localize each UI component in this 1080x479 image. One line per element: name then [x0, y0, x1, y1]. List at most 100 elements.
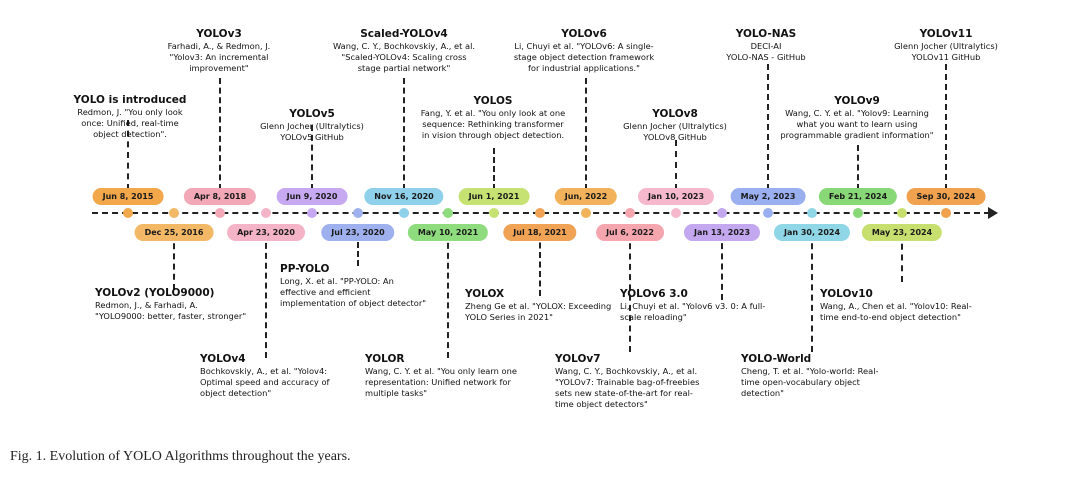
- event-reference: Wang, A., Chen et al. "Yolov10: Real- ti…: [820, 301, 972, 322]
- event-connector: [173, 233, 175, 290]
- event-connector: [265, 233, 267, 358]
- event-title: YOLOv5: [289, 108, 335, 120]
- event-dot: [853, 208, 863, 218]
- date-pill: Sep 30, 2024: [906, 188, 986, 205]
- event-annotation: Scaled-YOLOv4 Wang, C. Y., Bochkovskiy, A…: [333, 27, 475, 74]
- event-dot: [581, 208, 591, 218]
- event-connector: [675, 140, 677, 190]
- date-pill: Nov 16, 2020: [364, 188, 444, 205]
- date-pill: May 2, 2023: [730, 188, 806, 205]
- event-dot: [489, 208, 499, 218]
- event-annotation: YOLOv11 Glenn Jocher (Ultralytics) YOLOv1…: [894, 27, 998, 63]
- event-reference: Glenn Jocher (Ultralytics) YOLOv8 GitHub: [623, 121, 727, 142]
- date-pill: Apr 23, 2020: [227, 224, 305, 241]
- event-annotation: YOLOR Wang, C. Y. et al. "You only learn …: [365, 352, 517, 399]
- event-title: YOLOv6 3.0: [620, 288, 688, 300]
- date-pill: Jan 13, 2023: [683, 224, 761, 241]
- event-dot: [897, 208, 907, 218]
- date-pill: Jan 30, 2024: [773, 224, 851, 241]
- event-annotation: YOLOv10 Wang, A., Chen et al. "Yolov10: R…: [820, 287, 972, 323]
- event-connector: [857, 145, 859, 190]
- event-reference: Glenn Jocher (Ultralytics) YOLOv11 GitHu…: [894, 41, 998, 62]
- event-reference: Wang, C. Y., Bochkovskiy, A., et al. "YO…: [555, 366, 700, 409]
- event-title: YOLOv6: [561, 28, 607, 40]
- date-pill: Jul 6, 2022: [596, 224, 664, 241]
- event-dot: [169, 208, 179, 218]
- event-title: YOLOv10: [820, 288, 873, 300]
- date-pill: Jun 9, 2020: [276, 188, 348, 205]
- event-dot: [307, 208, 317, 218]
- event-annotation: PP-YOLO Long, X. et al. "PP-YOLO: An effe…: [280, 262, 426, 309]
- event-reference: DECI-AI YOLO-NAS - GitHub: [726, 41, 806, 62]
- event-reference: Redmon, J., & Farhadi, A. "YOLO9000: bet…: [95, 300, 247, 321]
- event-connector: [311, 125, 313, 190]
- event-dot: [941, 208, 951, 218]
- event-dot: [535, 208, 545, 218]
- event-annotation: YOLOv2 (YOLO9000) Redmon, J., & Farhadi, …: [95, 286, 246, 322]
- event-annotation: YOLOv5 Glenn Jocher (Ultralytics) YOLOv5 …: [260, 107, 364, 143]
- event-annotation: YOLO-NAS DECI-AI YOLO-NAS - GitHub: [726, 27, 805, 63]
- event-connector: [585, 78, 587, 190]
- event-annotation: YOLOv9 Wang, C. Y. et al. "Yolov9: Learni…: [780, 94, 933, 141]
- date-pill: Jul 18, 2021: [503, 224, 577, 241]
- event-annotation: YOLOv6 3.0 Li, Chuyi et al. "Yolov6 v3. 0…: [620, 287, 765, 323]
- event-title: YOLOv2 (YOLO9000): [95, 287, 215, 299]
- event-annotation: YOLOv8 Glenn Jocher (Ultralytics) YOLOv8 …: [623, 107, 727, 143]
- event-annotation: YOLOv6 Li, Chuyi et al. "YOLOv6: A single…: [514, 27, 654, 74]
- date-pill: Feb 21, 2024: [818, 188, 898, 205]
- event-title: YOLOv9: [834, 95, 880, 107]
- event-reference: Cheng, T. et al. "Yolo-world: Real- time…: [741, 366, 879, 398]
- date-pill: Jun 8, 2015: [92, 188, 164, 205]
- event-title: YOLO is introduced: [73, 94, 187, 106]
- event-connector: [901, 233, 903, 282]
- event-dot: [261, 208, 271, 218]
- event-connector: [493, 148, 495, 190]
- date-pill: Jul 23, 2020: [321, 224, 395, 241]
- event-title: PP-YOLO: [280, 263, 330, 275]
- date-pill: Apr 8, 2018: [183, 188, 257, 205]
- event-title: YOLO-NAS: [735, 28, 797, 40]
- event-annotation: YOLO-World Cheng, T. et al. "Yolo-world: …: [741, 352, 879, 399]
- event-reference: Farhadi, A., & Redmon, J. "Yolov3: An in…: [167, 41, 271, 73]
- event-dot: [215, 208, 225, 218]
- event-reference: Redmon, J. "You only look once: Unified,…: [77, 107, 183, 139]
- event-annotation: YOLOv7 Wang, C. Y., Bochkovskiy, A., et a…: [555, 352, 699, 410]
- event-connector: [447, 233, 449, 358]
- event-title: YOLOv11: [919, 28, 973, 40]
- date-pill: Dec 25, 2016: [134, 224, 214, 241]
- event-dot: [123, 208, 133, 218]
- event-connector: [945, 64, 947, 190]
- event-title: YOLOv7: [555, 353, 601, 365]
- event-title: YOLOv4: [200, 353, 246, 365]
- event-annotation: YOLOv3 Farhadi, A., & Redmon, J. "Yolov3:…: [168, 27, 271, 74]
- event-title: Scaled-YOLOv4: [360, 28, 448, 40]
- date-pill: Jun, 2022: [554, 188, 618, 205]
- event-reference: Glenn Jocher (Ultralytics) YOLOv5 GitHub: [260, 121, 364, 142]
- event-title: YOLOX: [465, 288, 505, 300]
- event-reference: Bochkovskiy, A., et al. "Yolov4: Optimal…: [200, 366, 330, 398]
- event-annotation: YOLOS Fang, Y. et al. "You only look at o…: [421, 94, 565, 141]
- event-reference: Wang, C. Y. et al. "You only learn one r…: [365, 366, 517, 398]
- event-title: YOLO-World: [741, 353, 812, 365]
- timeline-arrowhead: [988, 207, 998, 219]
- event-connector: [539, 233, 541, 296]
- event-reference: Long, X. et al. "PP-YOLO: An effective a…: [280, 276, 427, 308]
- event-dot: [763, 208, 773, 218]
- date-pill: Jan 10, 2023: [637, 188, 715, 205]
- event-annotation: YOLOX Zheng Ge et al. "YOLOX: Exceeding Y…: [465, 287, 611, 323]
- event-reference: Li, Chuyi et al. "YOLOv6: A single- stag…: [513, 41, 655, 73]
- event-annotation: YOLO is introduced Redmon, J. "You only l…: [74, 93, 187, 140]
- event-dot: [443, 208, 453, 218]
- event-reference: Fang, Y. et al. "You only look at one se…: [420, 108, 566, 140]
- event-connector: [127, 120, 129, 190]
- event-connector: [811, 233, 813, 352]
- event-connector: [721, 233, 723, 300]
- event-connector: [219, 78, 221, 190]
- event-connector: [403, 78, 405, 190]
- event-connector: [357, 233, 359, 266]
- event-reference: Zheng Ge et al. "YOLOX: Exceeding YOLO S…: [465, 301, 612, 322]
- event-dot: [353, 208, 363, 218]
- event-dot: [399, 208, 409, 218]
- date-pill: May 10, 2021: [407, 224, 489, 241]
- event-reference: Wang, C. Y. et al. "Yolov9: Learning wha…: [780, 108, 934, 140]
